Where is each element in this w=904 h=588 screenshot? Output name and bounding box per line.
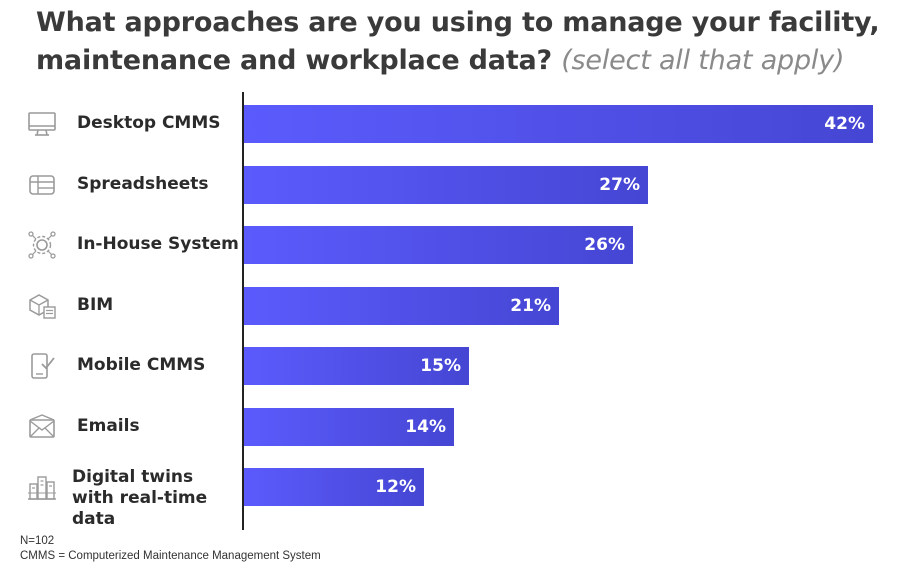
bar-value-label: 14% <box>405 417 446 437</box>
bar-value-label: 42% <box>824 114 865 134</box>
category-label: Emails <box>77 416 140 436</box>
footnote-cmms-definition: CMMS = Computerized Maintenance Manageme… <box>20 550 321 562</box>
category-label: Spreadsheets <box>77 174 209 194</box>
buildings-icon <box>26 472 58 502</box>
bar-row: Mobile CMMS 15% <box>0 346 904 386</box>
chart-title: What approaches are you using to manage … <box>36 4 896 80</box>
monitor-icon <box>26 109 58 139</box>
bar-row: Desktop CMMS 42% <box>0 104 904 144</box>
bar: 15% <box>244 347 469 385</box>
bar: 12% <box>244 468 424 506</box>
bar: 42% <box>244 105 873 143</box>
bar-value-label: 26% <box>584 235 625 255</box>
bar: 21% <box>244 287 559 325</box>
bar: 27% <box>244 166 648 204</box>
category-label: Desktop CMMS <box>77 113 221 133</box>
category-label: BIM <box>77 295 114 315</box>
bar-value-label: 15% <box>420 356 461 376</box>
mobile-check-icon <box>26 351 58 381</box>
cube-document-icon <box>26 291 58 321</box>
spreadsheet-icon <box>26 170 58 200</box>
chart-title-main: What approaches are you using to manage … <box>36 7 880 76</box>
y-axis-line <box>242 92 244 530</box>
footnote-sample-size: N=102 <box>20 535 55 547</box>
bar-row: Emails 14% <box>0 407 904 447</box>
category-label: Mobile CMMS <box>77 355 206 375</box>
category-label: Digital twins with real-time data <box>72 467 208 529</box>
gear-network-icon <box>26 230 58 260</box>
bar-row: Spreadsheets 27% <box>0 165 904 205</box>
category-label: In-House System <box>77 234 239 254</box>
bar-value-label: 21% <box>510 296 551 316</box>
bar-value-label: 12% <box>375 477 416 497</box>
bar-row: In-House System 26% <box>0 225 904 265</box>
envelope-icon <box>26 412 58 442</box>
bar-value-label: 27% <box>599 175 640 195</box>
bar: 26% <box>244 226 633 264</box>
bar-row: Digital twins with real-time data 12% <box>0 467 904 529</box>
bar: 14% <box>244 408 454 446</box>
bar-row: BIM 21% <box>0 286 904 326</box>
chart-title-subtitle: (select all that apply) <box>561 45 845 76</box>
